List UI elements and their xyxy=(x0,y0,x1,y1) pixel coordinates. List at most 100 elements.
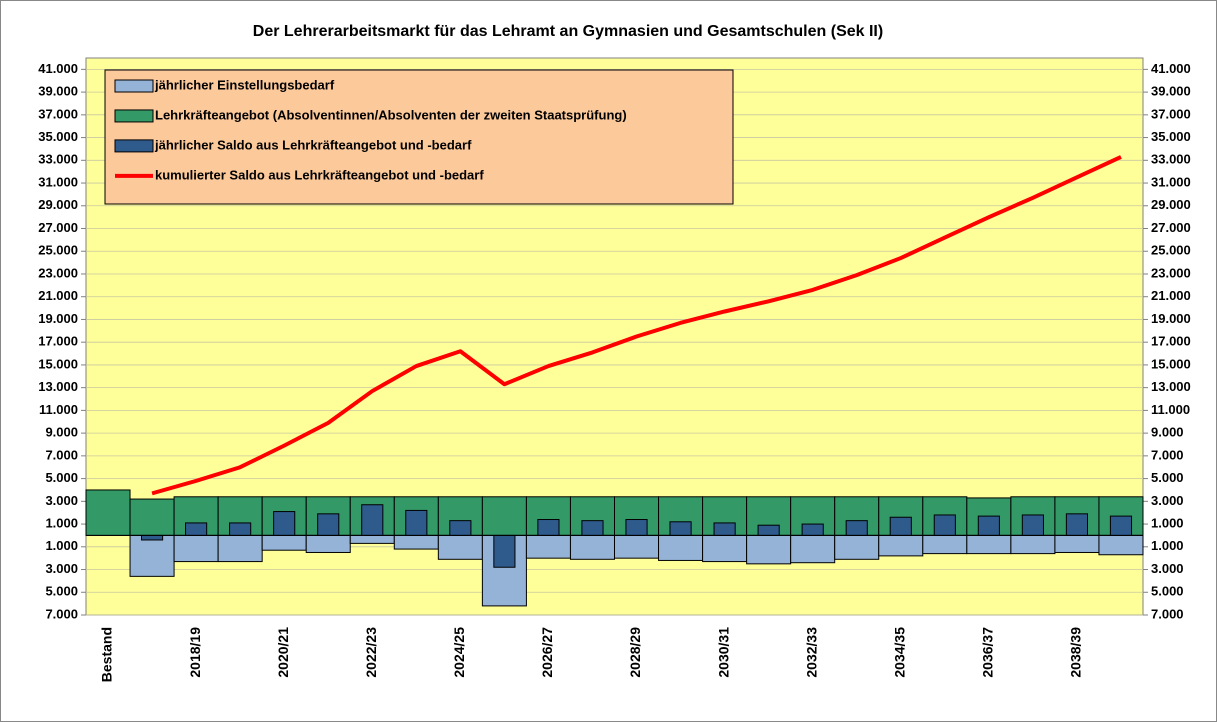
bar xyxy=(614,534,660,559)
x-tick-label: 2022/23 xyxy=(363,627,379,678)
y-tick-label: 39.000 xyxy=(38,84,78,99)
y2-tick-label: 41.000 xyxy=(1151,61,1191,76)
y-tick-label: 5.000 xyxy=(45,470,78,485)
bar xyxy=(261,534,307,551)
bar xyxy=(449,520,472,536)
bar xyxy=(393,534,439,550)
bar xyxy=(481,496,527,536)
x-tick-label: 2024/25 xyxy=(451,627,467,678)
bar xyxy=(493,534,516,568)
y-tick-label: 1.000 xyxy=(45,538,78,553)
y2-tick-label: 33.000 xyxy=(1151,152,1191,167)
y2-tick-label: 39.000 xyxy=(1151,84,1191,99)
bar xyxy=(273,511,296,536)
bar xyxy=(878,534,924,557)
bar xyxy=(405,509,428,536)
y2-tick-label: 37.000 xyxy=(1151,106,1191,121)
x-tick-label: Bestand xyxy=(99,627,115,682)
y-tick-label: 9.000 xyxy=(45,425,78,440)
bar xyxy=(1109,515,1133,536)
bar xyxy=(173,496,219,536)
bar xyxy=(845,520,868,536)
y-tick-label: 27.000 xyxy=(38,220,78,235)
bar xyxy=(669,521,692,536)
legend-swatch xyxy=(114,79,154,93)
bar xyxy=(537,519,560,536)
x-tick-label: 2034/35 xyxy=(891,627,907,678)
y2-tick-label: 7.000 xyxy=(1151,606,1184,621)
y2-tick-label: 3.000 xyxy=(1151,493,1184,508)
y-tick-label: 33.000 xyxy=(38,152,78,167)
bar xyxy=(1065,513,1089,536)
bar xyxy=(746,534,792,565)
bar xyxy=(702,534,748,563)
bar xyxy=(525,534,571,559)
bar xyxy=(625,519,648,536)
y2-tick-label: 35.000 xyxy=(1151,129,1191,144)
y-tick-label: 3.000 xyxy=(45,493,78,508)
y-tick-label: 13.000 xyxy=(38,379,78,394)
y2-tick-label: 21.000 xyxy=(1151,288,1191,303)
y-tick-label: 37.000 xyxy=(38,106,78,121)
legend-swatch xyxy=(114,109,154,123)
bar xyxy=(922,534,968,555)
y2-tick-label: 27.000 xyxy=(1151,220,1191,235)
bar xyxy=(1098,534,1144,556)
y-tick-label: 1.000 xyxy=(45,515,78,530)
bar xyxy=(581,520,604,536)
y2-tick-label: 5.000 xyxy=(1151,470,1184,485)
y-tick-label: 21.000 xyxy=(38,288,78,303)
y2-tick-label: 19.000 xyxy=(1151,311,1191,326)
y2-tick-label: 31.000 xyxy=(1151,174,1191,189)
bar xyxy=(361,504,384,536)
bar xyxy=(933,514,956,536)
bar xyxy=(757,524,780,536)
x-tick-label: 2030/31 xyxy=(715,627,731,678)
x-tick-label: 2028/29 xyxy=(627,627,643,678)
y-tick-label: 5.000 xyxy=(45,584,78,599)
bar xyxy=(437,534,483,560)
y-tick-label: 29.000 xyxy=(38,197,78,212)
bar xyxy=(317,513,340,536)
x-tick-label: 2026/27 xyxy=(539,627,555,678)
y-tick-label: 19.000 xyxy=(38,311,78,326)
x-tick-label: 2032/33 xyxy=(803,627,819,678)
y2-tick-label: 5.000 xyxy=(1151,584,1184,599)
y-tick-label: 11.000 xyxy=(39,402,78,417)
y-tick-label: 25.000 xyxy=(38,243,78,258)
y2-tick-label: 11.000 xyxy=(1151,402,1190,417)
bar xyxy=(185,522,208,536)
bar xyxy=(229,522,252,536)
y2-tick-label: 17.000 xyxy=(1151,334,1191,349)
bar xyxy=(129,534,175,577)
y2-tick-label: 9.000 xyxy=(1151,425,1184,440)
legend-label: Lehrkräfteangebot (Absolventinnen/Absolv… xyxy=(155,107,627,122)
y2-tick-label: 25.000 xyxy=(1151,243,1191,258)
bar xyxy=(569,534,615,560)
y-tick-label: 31.000 xyxy=(38,174,78,189)
y-tick-label: 7.000 xyxy=(45,606,78,621)
bar xyxy=(217,534,263,563)
y-tick-label: 3.000 xyxy=(45,561,78,576)
x-tick-label: 2020/21 xyxy=(275,627,291,678)
y2-tick-label: 23.000 xyxy=(1151,265,1191,280)
bar xyxy=(977,515,1000,536)
bar xyxy=(658,534,704,561)
y2-tick-label: 13.000 xyxy=(1151,379,1191,394)
x-tick-label: 2018/19 xyxy=(187,627,203,678)
bar xyxy=(1021,514,1044,536)
y2-tick-label: 29.000 xyxy=(1151,197,1191,212)
legend-label: jährlicher Saldo aus Lehrkräfteangebot u… xyxy=(154,137,472,152)
bar xyxy=(349,534,395,544)
legend-swatch xyxy=(114,139,154,153)
y2-tick-label: 1.000 xyxy=(1151,538,1184,553)
x-tick-label: 2036/37 xyxy=(980,627,996,678)
y-tick-label: 35.000 xyxy=(38,129,78,144)
bar xyxy=(966,534,1012,555)
legend-box xyxy=(104,69,734,205)
bar xyxy=(173,534,219,563)
bar xyxy=(129,498,175,536)
x-tick-label: 2038/39 xyxy=(1068,627,1084,678)
y2-tick-label: 15.000 xyxy=(1151,356,1191,371)
